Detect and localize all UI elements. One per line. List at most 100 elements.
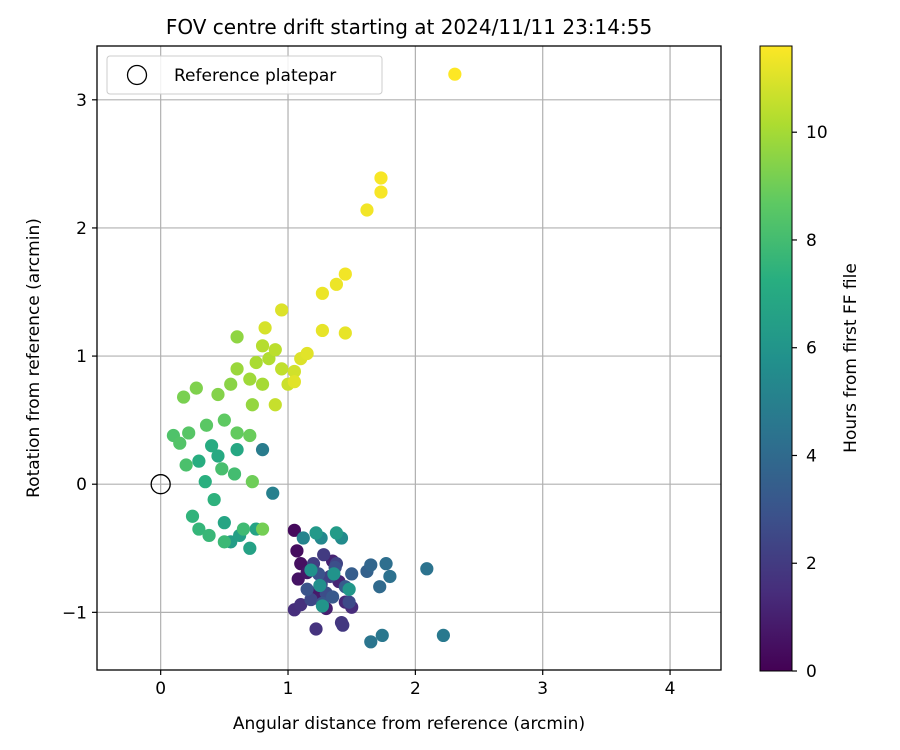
data-point [230, 443, 244, 457]
data-point [198, 475, 212, 489]
legend-label: Reference platepar [174, 66, 336, 86]
legend: Reference platepar [106, 55, 383, 95]
data-point [245, 475, 259, 489]
data-point [287, 364, 301, 379]
data-point [255, 339, 270, 353]
data-point [230, 330, 244, 344]
data-point [268, 343, 282, 357]
colorbar-tick-label: 4 [806, 446, 817, 466]
data-point [258, 321, 272, 335]
data-point [176, 390, 191, 404]
data-point [290, 544, 304, 558]
data-point [243, 541, 257, 555]
data-point [383, 569, 397, 584]
data-point [268, 398, 282, 412]
data-point [211, 387, 225, 402]
data-point [336, 618, 350, 632]
data-point [364, 558, 378, 572]
data-point [255, 443, 270, 457]
data-point [243, 428, 257, 443]
data-points [166, 67, 462, 649]
data-point [275, 362, 289, 376]
data-point [374, 171, 388, 185]
data-point [379, 557, 393, 571]
data-point [436, 628, 450, 643]
y-tick-label: 1 [76, 347, 87, 367]
colorbar-ticks: 0 2 4 6 8 10 [792, 123, 828, 682]
data-point [217, 516, 231, 530]
data-point [296, 531, 310, 545]
data-point [215, 462, 229, 476]
data-point [182, 426, 196, 440]
colorbar-tick-label: 6 [806, 339, 817, 359]
data-point [300, 346, 314, 361]
data-point [364, 635, 378, 649]
data-point [230, 362, 244, 376]
data-point [374, 185, 388, 199]
data-point [185, 509, 200, 523]
data-point [338, 267, 352, 281]
y-axis-ticks: −1 0 1 2 3 [62, 91, 97, 623]
x-axis-label: Angular distance from reference (arcmin) [233, 714, 585, 734]
data-point [224, 377, 238, 391]
data-point [236, 522, 251, 536]
plot-frame [96, 45, 722, 671]
grid-lines [97, 46, 721, 670]
data-point [309, 526, 323, 540]
data-point [243, 372, 257, 386]
data-point [266, 486, 280, 500]
data-point [373, 580, 387, 594]
data-point [275, 303, 289, 317]
colorbar-gradient [759, 45, 793, 672]
data-point [342, 595, 356, 609]
colorbar-tick-label: 0 [806, 662, 817, 682]
y-tick-label: 0 [76, 475, 87, 495]
x-tick-label: 4 [665, 679, 676, 699]
data-point [249, 355, 263, 370]
colorbar-tick-label: 8 [806, 231, 817, 251]
data-point [375, 628, 389, 643]
data-point [179, 458, 193, 472]
data-point [217, 413, 231, 427]
data-point [227, 467, 242, 481]
y-tick-label: 3 [76, 91, 87, 111]
data-point [287, 375, 301, 389]
data-point [217, 535, 231, 549]
data-point [199, 418, 214, 432]
data-point [448, 67, 462, 81]
data-point [304, 563, 318, 577]
y-tick-label: −1 [62, 603, 87, 623]
data-point [313, 578, 327, 593]
x-tick-label: 1 [283, 679, 294, 699]
data-point [317, 548, 331, 562]
data-point [207, 492, 221, 507]
colorbar-tick-label: 2 [806, 554, 817, 574]
data-point [315, 286, 330, 300]
colorbar-tick-label: 10 [806, 123, 828, 143]
data-point [329, 526, 344, 540]
colorbar-label: Hours from first FF file [841, 263, 861, 453]
data-point [309, 622, 323, 636]
data-point [342, 582, 356, 596]
x-tick-label: 0 [155, 679, 166, 699]
data-point [192, 522, 206, 536]
chart-title: FOV centre drift starting at 2024/11/11 … [166, 15, 652, 39]
x-axis-ticks: 0 1 2 3 4 [155, 670, 675, 699]
data-point [211, 449, 225, 463]
data-point [300, 582, 314, 596]
data-point [315, 323, 330, 338]
data-point [192, 454, 206, 468]
legend-marker-open-circle [126, 64, 148, 86]
data-point [173, 436, 187, 450]
data-point [325, 590, 340, 604]
reference-platepar-marker [150, 474, 171, 495]
data-point [315, 599, 330, 613]
data-point [338, 326, 352, 340]
x-tick-label: 3 [537, 679, 548, 699]
data-point [287, 523, 301, 537]
data-point [255, 522, 270, 536]
data-point [205, 439, 219, 453]
data-point [230, 426, 244, 440]
data-point [294, 598, 308, 612]
